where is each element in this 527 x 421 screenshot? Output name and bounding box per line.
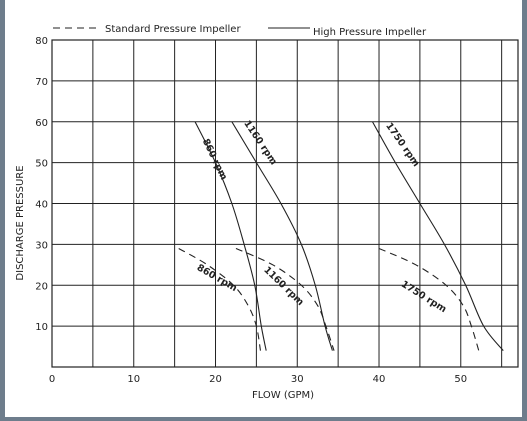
curve-label: 1750 rpm xyxy=(383,121,421,169)
x-tick-label: 50 xyxy=(454,374,467,385)
curve-standard-860-rpm xyxy=(178,247,262,351)
x-axis-title: FLOW (GPM) xyxy=(252,390,314,401)
y-tick-label: 20 xyxy=(35,281,48,292)
legend-standard-label: Standard Pressure Impeller xyxy=(105,24,241,35)
y-tick-label: 40 xyxy=(35,200,48,211)
y-tick-label: 50 xyxy=(35,159,48,170)
curve-label: 1160 rpm xyxy=(241,119,279,168)
chart-frame: 0 10 20 30 40 50 10 20 30 40 50 60 70 80 860 rpm 1160 … xyxy=(5,0,522,417)
y-tick-label: 60 xyxy=(35,118,48,129)
curve-standard-1160-rpm xyxy=(235,247,335,351)
x-tick-label: 10 xyxy=(127,374,140,385)
legend: Standard Pressure Impeller High Pressure… xyxy=(53,24,427,38)
x-tick-label: 0 xyxy=(49,374,55,385)
curve-high-860-rpm xyxy=(194,121,267,351)
y-tick-label: 30 xyxy=(35,240,48,251)
y-tick-label: 80 xyxy=(35,36,48,47)
grid xyxy=(52,40,518,367)
curve-high-1160-rpm xyxy=(231,121,333,351)
curve-label: 860 rpm xyxy=(200,137,229,182)
y-tick-label: 10 xyxy=(35,322,48,333)
curve-high-1750-rpm xyxy=(371,121,504,351)
x-tick-label: 20 xyxy=(209,374,222,385)
curve-label: 1750 rpm xyxy=(399,279,448,315)
tick-labels: 0 10 20 30 40 50 10 20 30 40 50 60 70 80 xyxy=(35,36,467,385)
curve-standard-1750-rpm xyxy=(378,247,480,351)
plot-border xyxy=(51,39,519,368)
x-tick-label: 30 xyxy=(291,374,304,385)
pump-curve-chart: 0 10 20 30 40 50 10 20 30 40 50 60 70 80 860 rpm 1160 … xyxy=(15,24,519,401)
y-axis-title: DISCHARGE PRESSURE xyxy=(15,165,26,280)
curves xyxy=(178,121,504,351)
y-tick-label: 70 xyxy=(35,77,48,88)
curve-label: 860 rpm xyxy=(195,262,239,294)
x-tick-label: 40 xyxy=(373,374,386,385)
legend-high-label: High Pressure Impeller xyxy=(313,27,427,38)
